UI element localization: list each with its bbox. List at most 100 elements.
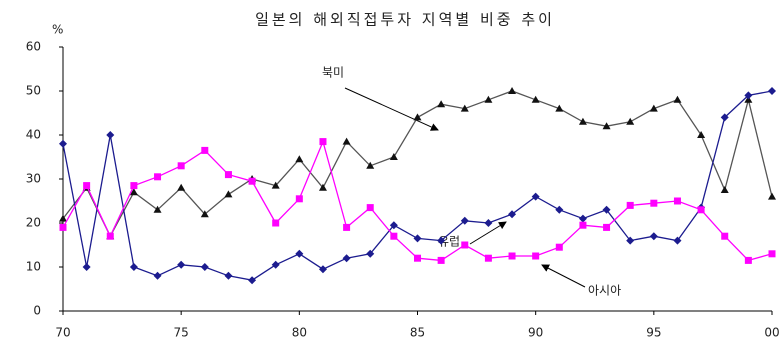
data-point — [768, 87, 776, 95]
series-line — [62, 139, 773, 262]
data-point — [129, 263, 138, 271]
data-point — [153, 271, 162, 280]
annotation-arrow — [541, 264, 586, 288]
data-point — [389, 221, 398, 230]
x-tick-label: 80 — [292, 326, 307, 340]
data-point — [200, 210, 209, 218]
data-point — [295, 195, 303, 203]
data-point — [673, 95, 682, 103]
data-point — [413, 234, 422, 243]
data-point — [437, 256, 445, 264]
data-point — [673, 236, 682, 245]
data-point — [366, 161, 375, 169]
data-point — [532, 252, 540, 260]
data-point — [153, 205, 162, 213]
x-tick-label: 85 — [410, 326, 425, 340]
data-point — [366, 204, 374, 212]
y-tick-label: 10 — [26, 260, 41, 274]
data-point — [508, 252, 516, 260]
data-point — [650, 199, 658, 207]
data-point — [744, 256, 752, 264]
x-tick-label: 00 — [764, 326, 779, 340]
annotation-arrow — [469, 221, 507, 245]
data-point — [200, 263, 209, 271]
data-point — [224, 171, 232, 179]
data-point — [271, 181, 280, 189]
data-point — [531, 192, 540, 201]
y-tick-label: 30 — [26, 172, 41, 186]
y-tick-label: 40 — [26, 128, 41, 142]
data-point — [484, 254, 492, 262]
data-point — [437, 236, 446, 245]
data-point — [744, 91, 753, 100]
series-line — [62, 90, 773, 238]
data-point — [602, 122, 611, 130]
data-point — [461, 241, 469, 249]
data-point — [106, 131, 115, 139]
data-point — [578, 117, 587, 125]
data-point — [177, 260, 186, 269]
data-point — [626, 201, 634, 209]
data-point — [201, 146, 209, 154]
data-point — [649, 104, 658, 112]
data-point — [460, 216, 469, 225]
data-point — [697, 131, 706, 138]
x-tick-label: 70 — [55, 326, 70, 340]
data-point — [720, 186, 729, 193]
data-point — [460, 104, 469, 112]
data-point — [414, 254, 421, 262]
data-point — [272, 219, 280, 227]
y-tick-label: 60 — [26, 40, 41, 54]
data-point — [129, 188, 138, 196]
data-point — [248, 177, 256, 185]
data-point — [508, 210, 517, 219]
data-point — [555, 205, 564, 214]
data-point — [673, 197, 681, 205]
data-point — [130, 182, 138, 190]
data-point — [342, 254, 351, 263]
y-unit: % — [52, 23, 63, 37]
data-point — [106, 232, 114, 240]
chart-title: 일본의 해외직접투자 지역별 비중 추이 — [255, 11, 555, 29]
data-point — [578, 214, 587, 223]
data-point — [271, 260, 280, 269]
data-point — [768, 192, 776, 200]
data-point — [59, 139, 67, 148]
data-point — [579, 221, 587, 229]
data-point — [342, 137, 351, 145]
data-point — [649, 232, 658, 241]
data-point — [224, 190, 233, 198]
data-point — [626, 236, 635, 245]
data-point — [531, 95, 540, 103]
data-point — [720, 113, 729, 122]
data-point — [555, 243, 563, 251]
data-point — [343, 223, 351, 231]
x-tick-label: 75 — [174, 326, 189, 340]
data-point — [366, 249, 375, 258]
data-point — [83, 182, 91, 190]
data-point — [318, 183, 327, 191]
data-point — [59, 223, 67, 231]
data-point — [390, 232, 398, 240]
data-point — [508, 87, 517, 94]
data-point — [389, 153, 398, 160]
data-point — [295, 249, 304, 258]
data-point — [413, 113, 422, 121]
y-tick-label: 0 — [33, 304, 41, 318]
data-point — [697, 206, 705, 214]
data-point — [224, 271, 233, 280]
data-point — [602, 205, 611, 214]
data-point — [177, 183, 186, 191]
data-point — [437, 100, 446, 108]
data-point — [484, 95, 493, 103]
data-point — [484, 219, 493, 227]
data-point — [626, 117, 635, 125]
y-tick-label: 50 — [26, 84, 41, 98]
data-point — [59, 214, 67, 222]
data-point — [82, 263, 91, 271]
data-point — [154, 173, 162, 181]
data-point — [318, 265, 327, 274]
data-point — [248, 276, 257, 285]
data-point — [721, 232, 729, 240]
